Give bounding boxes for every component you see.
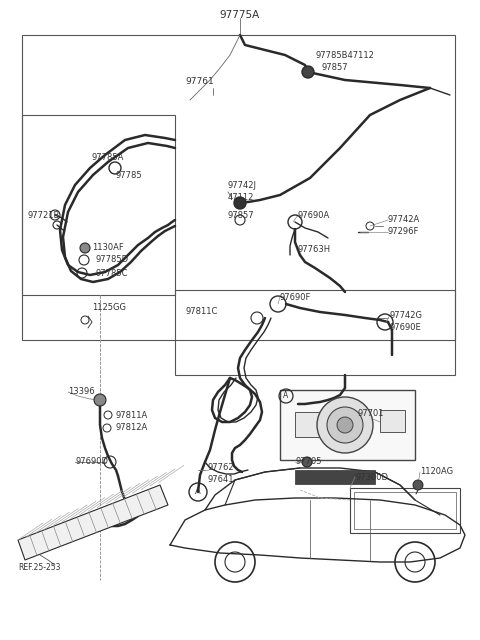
- Text: 97690A: 97690A: [298, 211, 330, 220]
- Text: 1130AF: 1130AF: [92, 243, 124, 253]
- Text: 97296F: 97296F: [388, 227, 420, 237]
- Circle shape: [302, 66, 314, 78]
- Text: A: A: [283, 392, 288, 401]
- Text: REF.25-253: REF.25-253: [18, 563, 60, 573]
- Text: 97785B47112: 97785B47112: [315, 51, 374, 60]
- Circle shape: [94, 394, 106, 406]
- Text: 97690E: 97690E: [390, 323, 422, 333]
- Bar: [354, 492, 456, 529]
- Text: 97811A: 97811A: [115, 410, 147, 419]
- Text: 47112: 47112: [228, 193, 254, 202]
- Text: 97857: 97857: [228, 211, 254, 220]
- Circle shape: [302, 457, 312, 467]
- Polygon shape: [18, 485, 168, 560]
- Bar: [350, 488, 460, 533]
- Text: 97763H: 97763H: [298, 246, 331, 255]
- Text: 97300D: 97300D: [355, 472, 388, 481]
- Text: A: A: [195, 488, 201, 497]
- Text: 97775A: 97775A: [220, 10, 260, 20]
- Text: 97857: 97857: [322, 63, 348, 72]
- Bar: [380, 410, 405, 432]
- Text: 97761: 97761: [185, 77, 214, 86]
- Text: 1125GG: 1125GG: [92, 303, 126, 312]
- Circle shape: [317, 397, 373, 453]
- Text: 97742G: 97742G: [390, 310, 423, 319]
- Text: 13396: 13396: [68, 387, 95, 397]
- Circle shape: [234, 197, 246, 209]
- Text: 97690D: 97690D: [75, 458, 108, 467]
- Text: 97785: 97785: [115, 170, 142, 179]
- Text: 97811C: 97811C: [185, 307, 217, 317]
- Bar: [22, 115, 175, 295]
- Text: 97785C: 97785C: [95, 269, 128, 278]
- Text: 97705: 97705: [295, 458, 322, 467]
- Text: 97690F: 97690F: [280, 292, 312, 301]
- Text: 97785A: 97785A: [92, 154, 124, 163]
- Circle shape: [80, 243, 90, 253]
- Circle shape: [337, 417, 353, 433]
- Text: 97742J: 97742J: [228, 180, 257, 189]
- Bar: [175, 290, 455, 375]
- Text: 97721B: 97721B: [28, 211, 60, 220]
- Text: 97762: 97762: [208, 463, 235, 472]
- Text: 97641: 97641: [208, 476, 235, 484]
- Circle shape: [413, 480, 423, 490]
- Circle shape: [327, 407, 363, 443]
- Text: 1120AG: 1120AG: [420, 467, 453, 477]
- Text: 97812A: 97812A: [115, 424, 147, 433]
- Text: 97785D: 97785D: [95, 255, 128, 264]
- Text: 97742A: 97742A: [388, 216, 420, 225]
- Bar: [295, 470, 375, 484]
- Bar: [295, 412, 327, 437]
- Text: 97701: 97701: [358, 408, 384, 417]
- Bar: [22, 35, 455, 340]
- Bar: [280, 390, 415, 460]
